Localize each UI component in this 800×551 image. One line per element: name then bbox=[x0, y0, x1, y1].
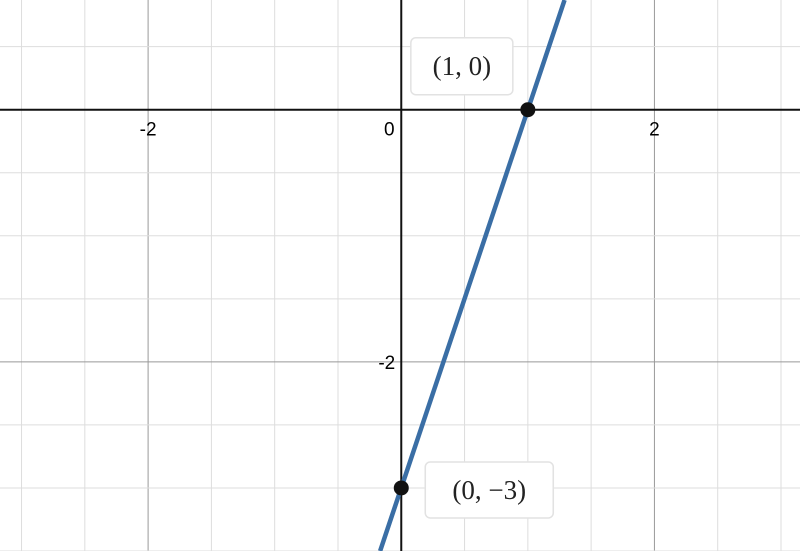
point bbox=[393, 480, 409, 496]
y-tick-label: -2 bbox=[378, 353, 395, 374]
label-box bbox=[410, 36, 514, 96]
function-line bbox=[377, 0, 567, 551]
x-tick-label: 2 bbox=[649, 120, 660, 141]
label-box bbox=[424, 461, 555, 519]
x-tick-label: -2 bbox=[140, 120, 157, 141]
x-tick-label: 0 bbox=[384, 120, 395, 141]
point-label: (0, −3) bbox=[452, 475, 526, 505]
point bbox=[520, 102, 536, 118]
point-label: (1, 0) bbox=[433, 51, 491, 81]
